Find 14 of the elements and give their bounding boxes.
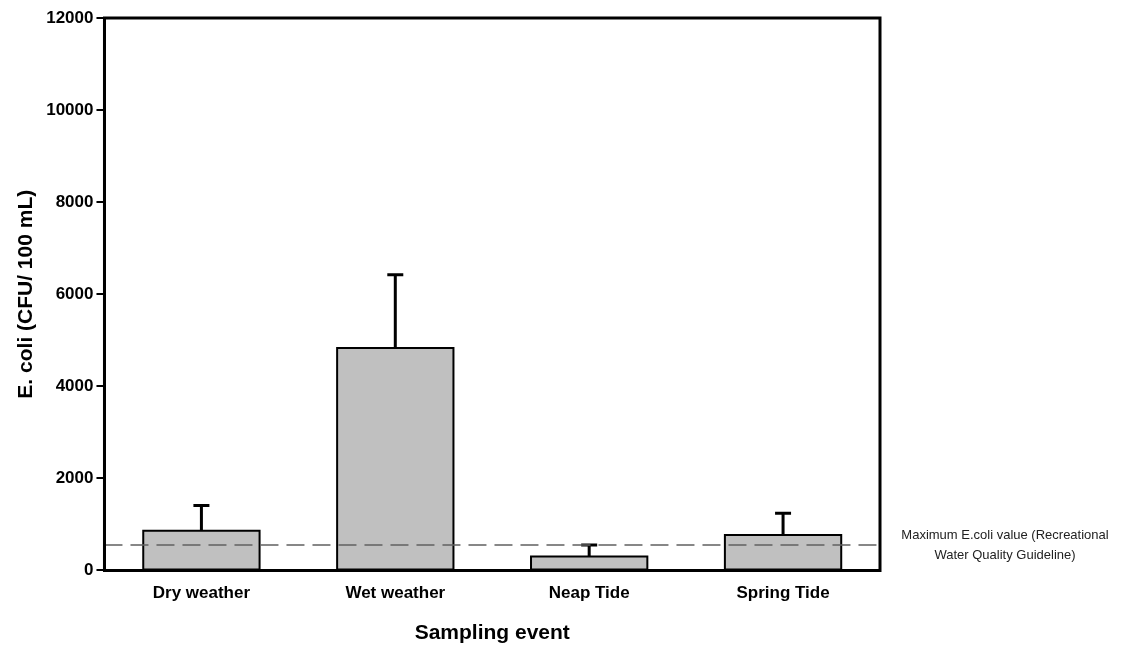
x-tick-label: Dry weather <box>152 583 251 603</box>
y-tick-label: 8000 <box>55 191 94 211</box>
x-tick-label: Wet weather <box>345 583 446 603</box>
x-tick-label: Neap Tide <box>548 583 630 603</box>
y-tick-label: 0 <box>84 560 94 580</box>
y-axis-title: E. coli (CFU/ 100 mL) <box>13 189 37 399</box>
y-tick-label: 6000 <box>55 283 94 303</box>
x-tick-label: Spring Tide <box>736 583 830 603</box>
y-tick-label: 10000 <box>46 99 94 119</box>
y-tick-label: 2000 <box>55 468 94 488</box>
ref-line-label: Maximum E.coli value (Recreational Water Quality Guideline) <box>901 526 1109 562</box>
x-axis-title: Sampling event <box>414 620 570 644</box>
y-tick-label: 4000 <box>55 375 94 395</box>
y-tick-label: 12000 <box>46 7 94 27</box>
